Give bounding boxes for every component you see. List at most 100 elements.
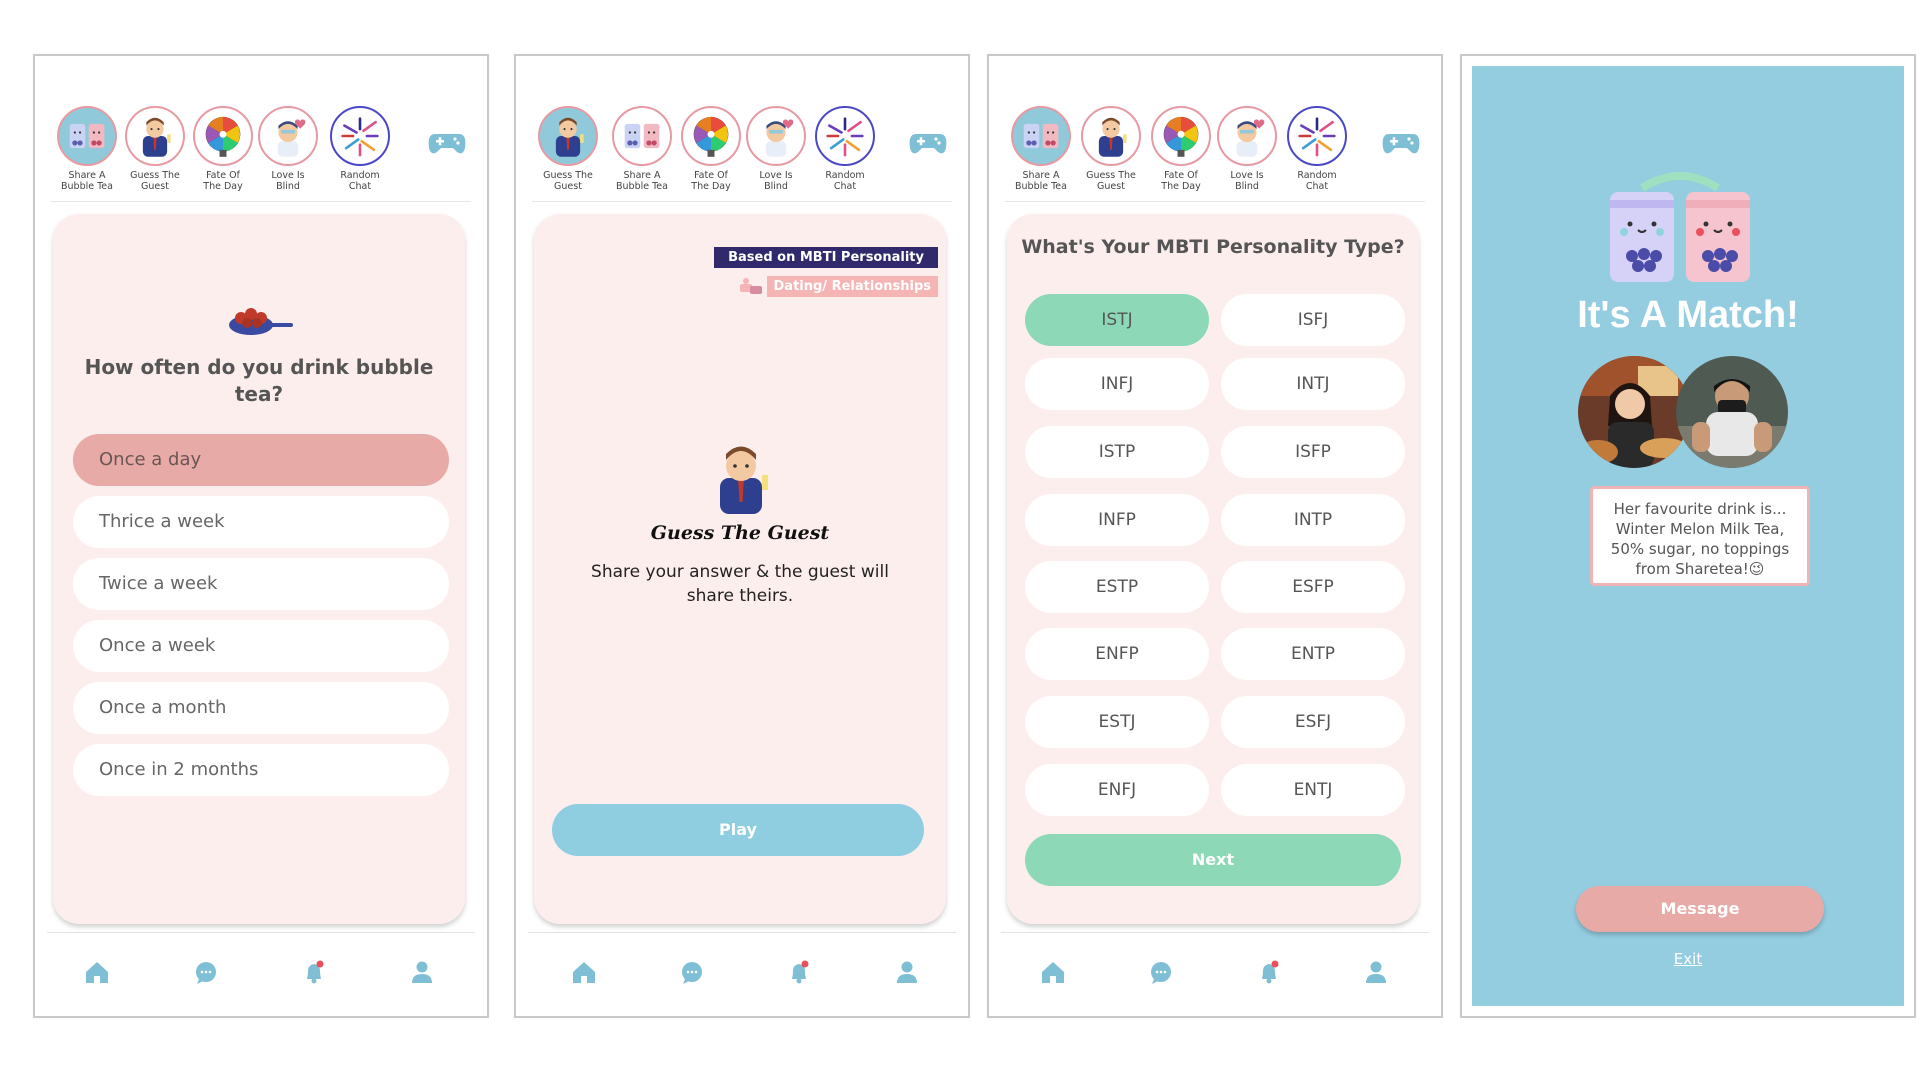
game-love-is-blind[interactable]: Love Is Blind <box>1211 106 1283 192</box>
game-random-chat[interactable]: Random Chat <box>1281 106 1353 192</box>
mbti-option[interactable]: ESTP <box>1025 561 1209 613</box>
game-share-bubble-tea[interactable]: Share A Bubble Tea <box>1005 106 1077 192</box>
game-bar: Guess The Guest Share A Bubble Tea Fate … <box>532 106 952 202</box>
person-photo-icon <box>1578 356 1690 468</box>
mbti-option[interactable]: ESTJ <box>1025 696 1209 748</box>
mbti-option[interactable]: INTP <box>1221 494 1405 546</box>
game-guess-the-guest[interactable]: Guess The Guest <box>119 106 191 192</box>
mbti-option[interactable]: ESFP <box>1221 561 1405 613</box>
random-arrows-icon <box>1291 110 1343 162</box>
random-arrows-icon <box>819 110 871 162</box>
option-once-a-week[interactable]: Once a week <box>73 620 449 672</box>
game-random-chat[interactable]: Random Chat <box>809 106 881 192</box>
mbti-option[interactable]: ISFP <box>1221 426 1405 478</box>
game-share-bubble-tea[interactable]: Share A Bubble Tea <box>51 106 123 192</box>
chat-icon[interactable] <box>191 957 221 987</box>
option-twice-a-week[interactable]: Twice a week <box>73 558 449 610</box>
mbti-option[interactable]: ISFJ <box>1221 294 1405 346</box>
notification-icon[interactable] <box>299 957 329 987</box>
home-icon[interactable] <box>82 957 112 987</box>
guest-icon <box>542 110 594 162</box>
guest-icon <box>1085 110 1137 162</box>
mbti-option[interactable]: INFP <box>1025 494 1209 546</box>
game-label: Random Chat <box>825 170 865 192</box>
bubble-tea-icon <box>61 110 113 162</box>
love-icon <box>1221 110 1273 162</box>
bubble-tea-icon <box>1015 110 1067 162</box>
game-fate-of-the-day[interactable]: Fate Of The Day <box>1145 106 1217 192</box>
exit-link[interactable]: Exit <box>1673 950 1703 968</box>
bubble-tea-icon <box>616 110 668 162</box>
mbti-option[interactable]: ENTJ <box>1221 764 1405 816</box>
game-fate-of-the-day[interactable]: Fate Of The Day <box>675 106 747 192</box>
home-icon[interactable] <box>1038 957 1068 987</box>
game-label: Guess The Guest <box>130 170 180 192</box>
option-once-a-day[interactable]: Once a day <box>73 434 449 486</box>
option-once-in-2-months[interactable]: Once in 2 months <box>73 744 449 796</box>
home-icon[interactable] <box>569 957 599 987</box>
game-bar: Share A Bubble Tea Guess The Guest Fate … <box>51 106 471 202</box>
notification-icon[interactable] <box>1254 957 1284 987</box>
game-guess-the-guest[interactable]: Guess The Guest <box>1075 106 1147 192</box>
game-label: Share A Bubble Tea <box>61 170 113 192</box>
screen-guess-the-guest: Guess The Guest Share A Bubble Tea Fate … <box>514 54 970 1018</box>
love-icon <box>262 110 314 162</box>
chat-icon[interactable] <box>677 957 707 987</box>
wheel-icon <box>685 110 737 162</box>
match-info-box: Her favourite drink is... Winter Melon M… <box>1590 486 1810 586</box>
mbti-option[interactable]: ISTP <box>1025 426 1209 478</box>
bubble-tea-couple-icon <box>1610 172 1750 282</box>
profile-icon[interactable] <box>892 957 922 987</box>
bottom-nav <box>1001 932 1429 1016</box>
mbti-option[interactable]: ENFJ <box>1025 764 1209 816</box>
game-love-is-blind[interactable]: Love Is Blind <box>740 106 812 192</box>
game-love-is-blind[interactable]: Love Is Blind <box>252 106 324 192</box>
profile-icon[interactable] <box>407 957 437 987</box>
play-button[interactable]: Play <box>552 804 924 856</box>
mbti-option[interactable]: INTJ <box>1221 358 1405 410</box>
match-background: It's A Match! <box>1472 66 1904 1006</box>
question-text: What's Your MBTI Personality Type? <box>1021 236 1405 258</box>
game-label: Fate Of The Day <box>1161 170 1201 192</box>
game-label: Fate Of The Day <box>691 170 731 192</box>
game-label: Love Is Blind <box>1230 170 1264 192</box>
chat-icon[interactable] <box>1146 957 1176 987</box>
mbti-option[interactable]: ESFJ <box>1221 696 1405 748</box>
game-card: Based on MBTI Personality Dating/ Relati… <box>534 214 946 924</box>
game-label: Random Chat <box>1297 170 1337 192</box>
game-label: Love Is Blind <box>759 170 793 192</box>
option-thrice-a-week[interactable]: Thrice a week <box>73 496 449 548</box>
game-random-chat[interactable]: Random Chat <box>324 106 396 192</box>
match-photo-him <box>1676 356 1788 468</box>
screen-mbti-select: Share A Bubble Tea Guess The Guest Fate … <box>987 54 1443 1018</box>
mbti-card: What's Your MBTI Personality Type? ISTJ … <box>1007 214 1419 924</box>
profile-icon[interactable] <box>1361 957 1391 987</box>
mbti-option[interactable]: ISTJ <box>1025 294 1209 346</box>
game-label: Love Is Blind <box>271 170 305 192</box>
next-button[interactable]: Next <box>1025 834 1401 886</box>
mbti-option[interactable]: INFJ <box>1025 358 1209 410</box>
game-bar: Share A Bubble Tea Guess The Guest Fate … <box>1005 106 1425 202</box>
bottom-nav <box>47 932 475 1016</box>
gamepad-icon[interactable] <box>427 128 467 158</box>
gamepad-icon[interactable] <box>908 128 948 158</box>
guest-icon <box>129 110 181 162</box>
random-arrows-icon <box>334 110 386 162</box>
mbti-tag: Based on MBTI Personality <box>714 247 938 268</box>
notification-icon[interactable] <box>784 957 814 987</box>
mbti-option[interactable]: ENTP <box>1221 628 1405 680</box>
game-fate-of-the-day[interactable]: Fate Of The Day <box>187 106 259 192</box>
message-button[interactable]: Message <box>1576 886 1824 932</box>
gamepad-icon[interactable] <box>1381 128 1421 158</box>
mbti-option[interactable]: ENFP <box>1025 628 1209 680</box>
match-photo-her <box>1578 356 1690 468</box>
game-label: Share A Bubble Tea <box>1015 170 1067 192</box>
game-guess-the-guest[interactable]: Guess The Guest <box>532 106 604 192</box>
screen-match: It's A Match! <box>1460 54 1916 1018</box>
person-photo-icon <box>1676 356 1788 468</box>
option-once-a-month[interactable]: Once a month <box>73 682 449 734</box>
bubble-tea-spoon-icon <box>229 308 293 335</box>
love-icon <box>750 110 802 162</box>
game-share-bubble-tea[interactable]: Share A Bubble Tea <box>606 106 678 192</box>
question-text: How often do you drink bubble tea? <box>84 355 434 406</box>
